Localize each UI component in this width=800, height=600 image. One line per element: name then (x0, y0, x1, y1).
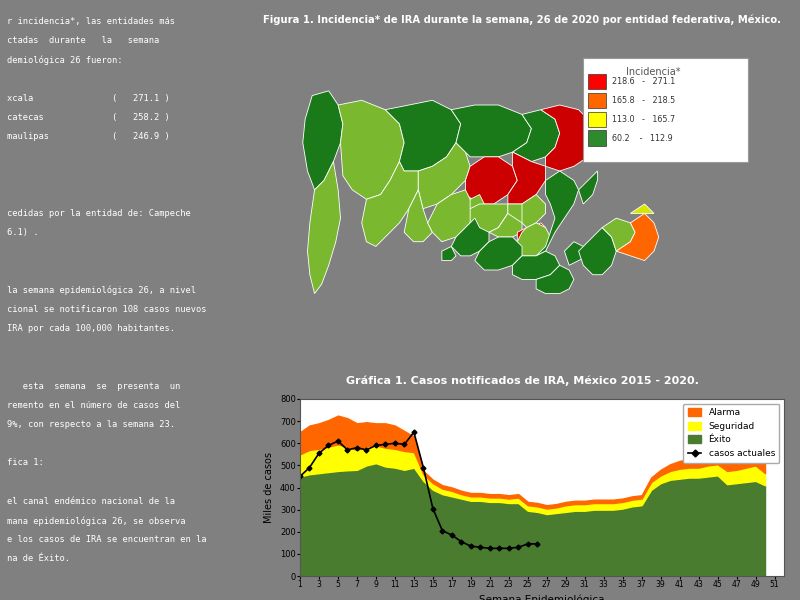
Text: 9%, con respecto a la semana 23.: 9%, con respecto a la semana 23. (7, 420, 175, 429)
Text: na de Éxito.: na de Éxito. (7, 554, 70, 563)
Polygon shape (536, 265, 574, 293)
Polygon shape (418, 143, 470, 209)
X-axis label: Semana Epidemiológica: Semana Epidemiológica (479, 595, 605, 600)
Polygon shape (498, 204, 526, 227)
Polygon shape (541, 105, 598, 171)
Bar (588, 112, 606, 127)
Text: maulipas            (   246.9 ): maulipas ( 246.9 ) (7, 132, 170, 141)
Legend: Alarma, Seguridad, Éxito, casos actuales: Alarma, Seguridad, Éxito, casos actuales (683, 404, 779, 463)
Text: 113.0   -   165.7: 113.0 - 165.7 (611, 115, 674, 124)
Polygon shape (513, 110, 560, 161)
Polygon shape (489, 214, 522, 237)
Text: demiológica 26 fueron:: demiológica 26 fueron: (7, 55, 123, 65)
Text: fica 1:: fica 1: (7, 458, 44, 467)
Polygon shape (451, 218, 489, 256)
Polygon shape (386, 100, 461, 171)
Text: Gráfica 1. Casos notificados de IRA, México 2015 - 2020.: Gráfica 1. Casos notificados de IRA, Méx… (346, 375, 698, 386)
Polygon shape (442, 247, 456, 260)
Text: 6.1) .: 6.1) . (7, 228, 39, 237)
Text: catecas             (   258.2 ): catecas ( 258.2 ) (7, 113, 170, 122)
Text: la semana epidemiológica 26, a nivel: la semana epidemiológica 26, a nivel (7, 286, 196, 295)
Bar (588, 130, 606, 146)
Text: IRA por cada 100,000 habitantes.: IRA por cada 100,000 habitantes. (7, 324, 175, 333)
Polygon shape (475, 237, 522, 270)
Text: Incidencia*: Incidencia* (626, 67, 680, 77)
Text: el canal endémico nacional de la: el canal endémico nacional de la (7, 497, 175, 506)
Text: cional se notificaron 108 casos nuevos: cional se notificaron 108 casos nuevos (7, 305, 207, 314)
Polygon shape (428, 190, 479, 242)
Bar (583, 58, 748, 161)
Polygon shape (513, 251, 560, 280)
Polygon shape (362, 161, 418, 247)
Polygon shape (616, 214, 658, 260)
Text: xcala               (   271.1 ): xcala ( 271.1 ) (7, 94, 170, 103)
Polygon shape (565, 242, 588, 265)
Polygon shape (307, 161, 341, 293)
Polygon shape (602, 218, 635, 251)
Polygon shape (508, 152, 546, 204)
Polygon shape (578, 227, 616, 275)
Polygon shape (630, 204, 654, 214)
Text: r incidencia*, las entidades más: r incidencia*, las entidades más (7, 17, 175, 26)
Text: Figura 1. Incidencia* de IRA durante la semana, 26 de 2020 por entidad federativ: Figura 1. Incidencia* de IRA durante la … (263, 14, 781, 25)
Polygon shape (466, 157, 518, 204)
Text: ctadas  durante   la   semana: ctadas durante la semana (7, 36, 159, 45)
Bar (588, 74, 606, 89)
Polygon shape (578, 171, 598, 204)
Polygon shape (470, 204, 508, 232)
Bar (588, 93, 606, 108)
Y-axis label: Miles de casos: Miles de casos (265, 452, 274, 523)
Polygon shape (536, 171, 578, 256)
Text: cedidas por la entidad de: Campeche: cedidas por la entidad de: Campeche (7, 209, 191, 218)
Polygon shape (531, 223, 546, 232)
Polygon shape (338, 100, 404, 199)
Text: esta  semana  se  presenta  un: esta semana se presenta un (7, 382, 181, 391)
Polygon shape (522, 194, 546, 227)
Polygon shape (451, 105, 531, 157)
Text: 218.6   -   271.1: 218.6 - 271.1 (611, 77, 675, 86)
Text: 60.2    -   112.9: 60.2 - 112.9 (611, 134, 672, 143)
Polygon shape (470, 194, 484, 214)
Text: remento en el número de casos del: remento en el número de casos del (7, 401, 181, 410)
Polygon shape (302, 91, 343, 190)
Text: 165.8   -   218.5: 165.8 - 218.5 (611, 96, 675, 105)
Polygon shape (503, 237, 522, 251)
Text: e los casos de IRA se encuentran en la: e los casos de IRA se encuentran en la (7, 535, 207, 544)
Polygon shape (518, 227, 526, 242)
Text: mana epidemiológica 26, se observa: mana epidemiológica 26, se observa (7, 516, 186, 526)
Polygon shape (404, 190, 433, 242)
Polygon shape (518, 223, 550, 256)
